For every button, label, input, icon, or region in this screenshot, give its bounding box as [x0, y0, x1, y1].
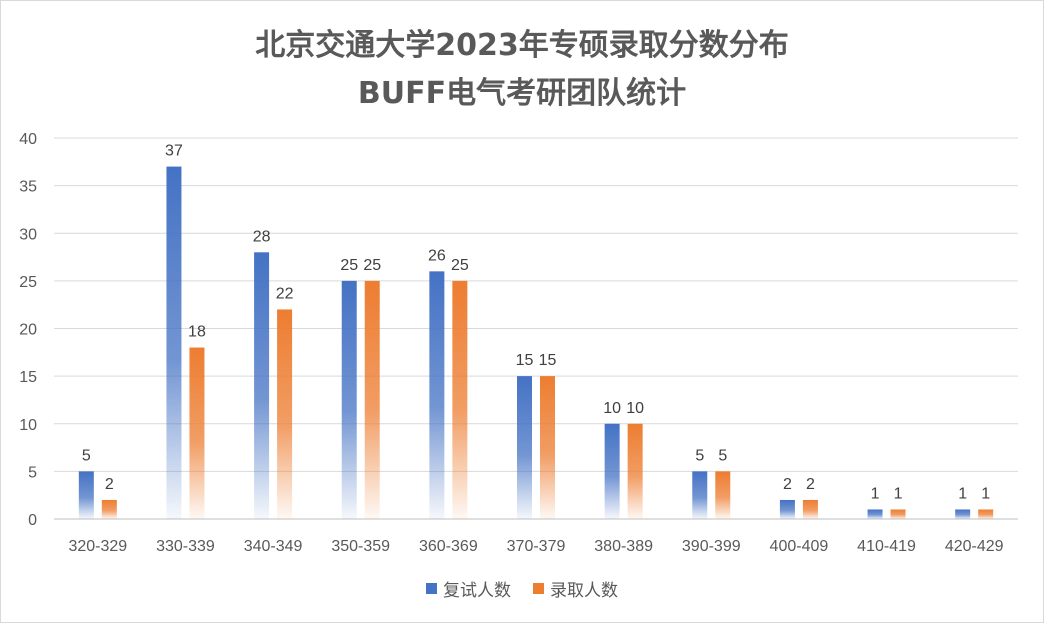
y-tick-label: 15: [19, 369, 37, 386]
x-tick-label: 410-419: [857, 538, 916, 555]
legend-label-series-1: 复试人数: [443, 581, 511, 601]
bar-series-1: [517, 376, 532, 519]
bar-series-2: [101, 499, 117, 519]
data-label: 5: [695, 447, 704, 464]
y-tick-label: 30: [19, 226, 37, 243]
x-tick-label: 370-379: [507, 538, 566, 555]
chart-title: 北京交通大学2023年专硕录取分数分布: [255, 28, 789, 63]
bar-series-2: [540, 376, 555, 519]
x-tick-label: 330-339: [156, 538, 215, 555]
data-label: 10: [626, 400, 644, 417]
x-tick-label: 380-389: [594, 538, 653, 555]
x-tick-label: 360-369: [419, 538, 478, 555]
chart-subtitle: BUFF电气考研团队统计: [357, 76, 687, 111]
x-axis-ticks: 320-329 330-339 340-349 350-359 360-369 370-3…: [68, 538, 1003, 555]
bar-series-1: [604, 423, 620, 519]
y-tick-label: 0: [28, 512, 37, 529]
data-label: 1: [894, 485, 903, 502]
bar-series-1: [692, 471, 708, 519]
y-tick-label: 10: [19, 417, 37, 434]
data-label: 15: [516, 352, 534, 369]
bar-series-2: [364, 280, 380, 519]
bar-series-1: [78, 471, 94, 519]
y-tick-label: 20: [19, 322, 37, 339]
bars: [78, 166, 994, 520]
bar-series-2: [978, 509, 994, 519]
bar-series-2: [627, 423, 643, 519]
x-tick-label: 420-429: [945, 538, 1004, 555]
bar-series-1: [955, 509, 971, 519]
data-label: 5: [82, 447, 91, 464]
data-label: 1: [958, 485, 967, 502]
data-label: 25: [340, 257, 358, 274]
data-label: 2: [105, 476, 114, 493]
legend-swatch-series-2: [533, 583, 544, 594]
bar-series-2: [452, 280, 468, 519]
bar-series-1: [166, 166, 182, 519]
legend-item-series-1: 复试人数: [426, 576, 511, 601]
x-tick-label: 350-359: [331, 538, 390, 555]
bar-series-2: [802, 499, 818, 519]
bar-series-1: [429, 271, 445, 519]
data-label: 18: [188, 324, 206, 341]
data-label: 25: [363, 257, 381, 274]
bar-series-1: [341, 280, 357, 519]
x-tick-label: 390-399: [682, 538, 741, 555]
x-tick-label: 400-409: [770, 538, 829, 555]
bar-series-1: [254, 252, 270, 520]
data-label: 26: [428, 247, 446, 264]
bar-series-1: [867, 509, 883, 519]
data-label: 2: [806, 476, 815, 493]
bar-series-2: [277, 309, 293, 519]
bar-series-2: [189, 347, 205, 519]
bar-series-1: [779, 499, 795, 519]
data-label: 2: [783, 476, 792, 493]
legend: 复试人数 录取人数: [0, 576, 1044, 601]
y-axis-ticks: 0 5 10 15 20 25 30 35 40: [19, 131, 37, 529]
y-tick-label: 25: [19, 274, 37, 291]
data-label: 37: [165, 143, 183, 160]
y-tick-label: 35: [19, 179, 37, 196]
data-label: 1: [981, 485, 990, 502]
y-tick-label: 5: [28, 464, 37, 481]
y-tick-label: 40: [19, 131, 37, 148]
data-label: 22: [276, 285, 294, 302]
legend-label-series-2: 录取人数: [550, 581, 618, 601]
data-label: 15: [539, 352, 557, 369]
bar-series-2: [890, 509, 906, 519]
legend-swatch-series-1: [426, 583, 437, 594]
gridlines: [54, 137, 1018, 520]
data-label: 1: [871, 485, 880, 502]
data-label: 10: [603, 400, 621, 417]
data-label: 5: [718, 447, 727, 464]
data-label: 28: [253, 228, 271, 245]
bar-series-2: [715, 471, 731, 519]
legend-item-series-2: 录取人数: [533, 576, 618, 601]
x-tick-label: 320-329: [68, 538, 127, 555]
x-tick-label: 340-349: [244, 538, 303, 555]
data-label: 25: [451, 257, 469, 274]
